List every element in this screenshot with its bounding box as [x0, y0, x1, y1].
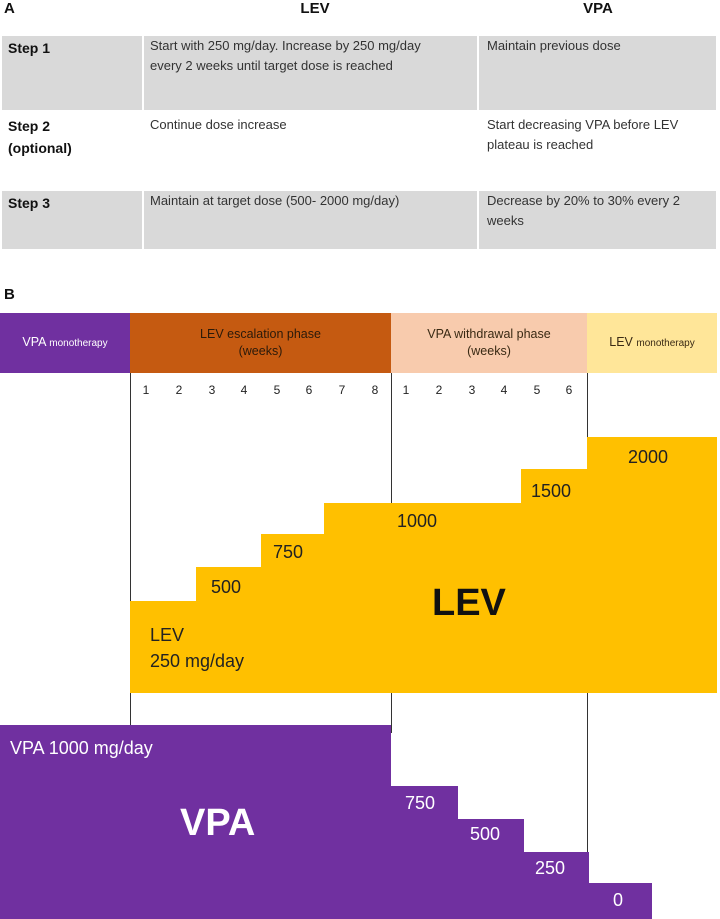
esc-week-7: 7 — [338, 383, 346, 397]
esc-week-3: 3 — [208, 383, 216, 397]
step3-vpa-line2: weeks — [487, 213, 524, 228]
lev-escalation-phase: LEV escalation phase (weeks) — [130, 313, 391, 373]
step1-lev-line2: every 2 weeks until target dose is reach… — [150, 58, 393, 73]
step3-lev-cell — [144, 191, 477, 249]
panel-b-label: B — [4, 286, 15, 303]
step3-vpa-line1: Decrease by 20% to 30% every 2 — [487, 193, 680, 208]
vpa-wd-line1: VPA withdrawal phase — [427, 327, 551, 341]
lev-label-500: 500 — [211, 577, 242, 597]
vpa-step-750 — [389, 786, 458, 919]
divider-withdrawal-start-lower — [391, 693, 392, 733]
lev-step-1500 — [521, 469, 717, 505]
lev-label-2000: 2000 — [628, 447, 669, 467]
vpa-mono-small: monotherapy — [49, 338, 108, 349]
lev-monotherapy-phase: LEV monotherapy — [587, 313, 717, 373]
step2-lev-line1: Continue dose increase — [150, 117, 287, 132]
step1-name-cell — [2, 36, 142, 110]
step1-vpa-line1: Maintain previous dose — [487, 38, 621, 53]
wd-week-6: 6 — [565, 383, 573, 397]
step2-label: Step 2 — [8, 118, 51, 134]
lev-start-label-1: LEV — [150, 625, 185, 645]
lev-big-label: LEV — [432, 582, 506, 624]
lev-step-250 — [130, 601, 717, 693]
step1-vpa-cell — [479, 36, 716, 110]
wd-week-2: 2 — [435, 383, 443, 397]
vpa-step-1000 — [0, 725, 391, 919]
esc-week-8: 8 — [371, 383, 379, 397]
panel-a-label: A — [4, 0, 15, 17]
lev-esc-line2: (weeks) — [238, 344, 283, 358]
step3-name-cell — [2, 191, 142, 249]
lev-mono-small: monotherapy — [636, 338, 695, 349]
vpa-column-header: VPA — [583, 0, 613, 17]
step3-lev-line1: Maintain at target dose (500- 2000 mg/da… — [150, 193, 400, 208]
step1-lev-line1: Start with 250 mg/day. Increase by 250 m… — [150, 38, 421, 53]
vpa-monotherapy-phase: VPA monotherapy — [0, 313, 130, 373]
lev-label-750: 750 — [273, 542, 304, 562]
vpa-big-label: VPA — [180, 802, 256, 844]
lev-mono-main: LEV — [609, 335, 633, 349]
lev-label-1500: 1500 — [531, 481, 572, 501]
lev-step-750 — [261, 534, 717, 569]
vpa-label-250: 250 — [535, 858, 566, 878]
vpa-label-500: 500 — [470, 824, 501, 844]
step3-label: Step 3 — [8, 195, 51, 211]
divider-lev-mono-start — [587, 373, 588, 437]
esc-week-1: 1 — [142, 383, 150, 397]
divider-lev-mono-start-lower — [587, 693, 588, 883]
esc-week-2: 2 — [175, 383, 183, 397]
vpa-step-0 — [587, 883, 652, 919]
wd-week-4: 4 — [500, 383, 508, 397]
wd-week-1: 1 — [402, 383, 410, 397]
lev-step-500 — [196, 567, 717, 603]
wd-week-3: 3 — [468, 383, 476, 397]
vpa-wd-line2: (weeks) — [467, 344, 511, 358]
vpa-label-0: 0 — [613, 890, 624, 910]
lev-step-2000 — [587, 437, 717, 471]
lev-column-header: LEV — [300, 0, 330, 17]
lev-esc-line1: LEV escalation phase — [200, 327, 321, 341]
step2-vpa-line2: plateau is reached — [487, 137, 594, 152]
vpa-step-500 — [456, 819, 524, 919]
lev-start-label-2: 250 mg/day — [150, 651, 245, 671]
vpa-mono-main: VPA — [22, 335, 46, 349]
vpa-start-label: VPA 1000 mg/day — [10, 738, 153, 758]
step2-sublabel: (optional) — [8, 140, 72, 156]
lev-label-1000: 1000 — [397, 511, 438, 531]
divider-escalation-start — [130, 373, 131, 725]
step3-vpa-cell — [479, 191, 716, 249]
esc-week-4: 4 — [240, 383, 248, 397]
step1-label: Step 1 — [8, 40, 51, 56]
lev-step-1000 — [324, 503, 717, 536]
step2-vpa-line1: Start decreasing VPA before LEV — [487, 117, 679, 132]
wd-week-5: 5 — [533, 383, 541, 397]
esc-week-6: 6 — [305, 383, 313, 397]
vpa-withdrawal-phase: VPA withdrawal phase (weeks) — [391, 313, 587, 373]
vpa-label-750: 750 — [405, 793, 436, 813]
vpa-step-250 — [522, 852, 589, 919]
esc-week-5: 5 — [273, 383, 281, 397]
step1-lev-cell — [144, 36, 477, 110]
